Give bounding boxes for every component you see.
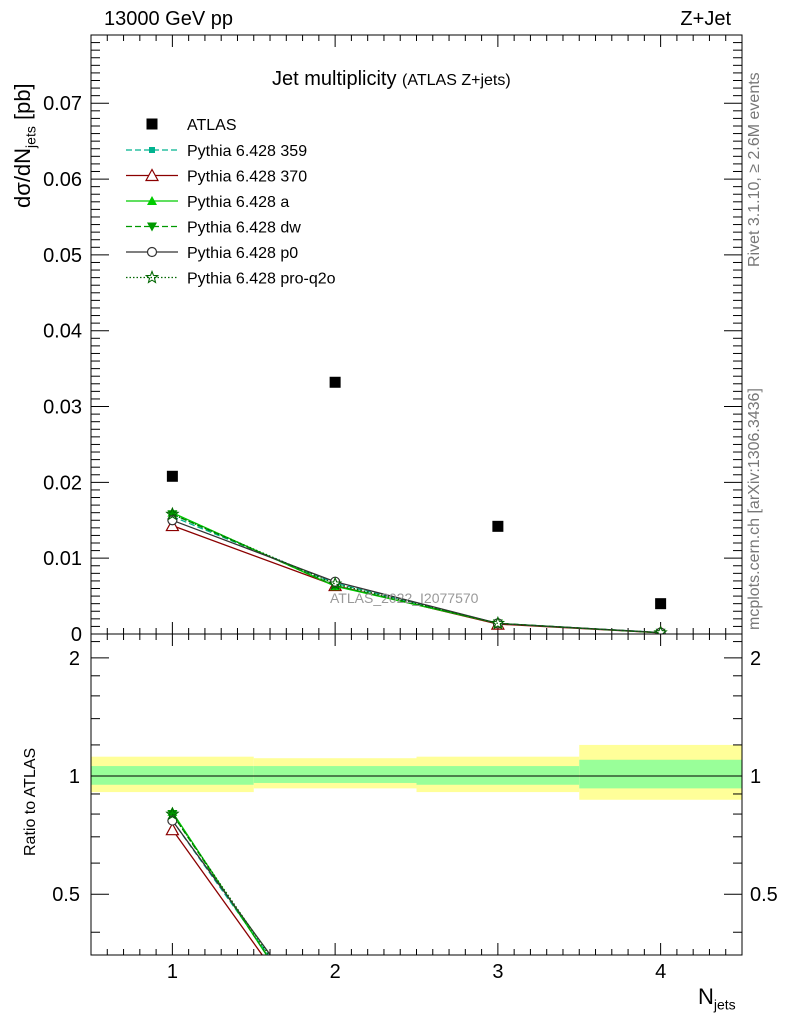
- legend-marker-4: [146, 246, 158, 258]
- atlas-data-point: [655, 598, 667, 610]
- y-axis-label-ratio: Ratio to ATLAS: [22, 747, 39, 856]
- y-tick-label: 0.04: [43, 321, 82, 343]
- series-marker-5: [490, 615, 506, 630]
- ratio-marker-5: [165, 806, 180, 821]
- atlas-data-point: [166, 470, 178, 482]
- ratio-line-2: [171, 811, 268, 955]
- legend: ATLAS Pythia 6.428 359 Pythia 6.428 370 Pyt…: [126, 117, 336, 288]
- legend-label-4: Pythia 6.428 p0: [187, 245, 298, 262]
- header-right: Z+Jet: [680, 8, 731, 30]
- rivet-version-symbol: ≥: [746, 163, 763, 173]
- atlas-data-points: [166, 376, 667, 610]
- series-line-1: [172, 524, 661, 634]
- ratio-tick-label-left: 2: [69, 648, 80, 670]
- y-tick-label: 0.01: [43, 548, 82, 570]
- y-axis-label-main-unit: [pb]: [10, 83, 35, 127]
- x-axis-label-subscript: jets: [713, 996, 736, 1013]
- ratio-tick-label-right: 0.5: [750, 884, 778, 906]
- y-tick-label: 0.07: [43, 93, 82, 115]
- legend-marker-5: [144, 269, 160, 284]
- y-axis-label-main-text: dσ/dN: [10, 147, 35, 208]
- y-tick-label: 0.05: [43, 245, 82, 267]
- inner-uncertainty-band: [91, 766, 254, 785]
- x-tick-label: 3: [492, 961, 503, 983]
- legend-label-0: Pythia 6.428 359: [187, 143, 307, 160]
- ratio-tick-label-right: 1: [750, 766, 761, 788]
- inner-uncertainty-band: [253, 766, 417, 783]
- series-line-4: [172, 519, 661, 634]
- series-line-2: [172, 512, 661, 634]
- y-tick-label: 0.03: [43, 397, 82, 419]
- ratio-tick-label-left: 0.5: [52, 884, 80, 906]
- x-axis-label: Njets: [698, 984, 736, 1012]
- rivet-version-text: Rivet 3.1.10,: [746, 172, 763, 267]
- mcplots-site-label: mcplots.cern.ch [arXiv:1306.3436]: [746, 388, 763, 630]
- ratio-series-lines: [165, 806, 272, 955]
- legend-marker-1: [144, 168, 160, 182]
- series-marker-5: [327, 576, 343, 591]
- series-line-3: [172, 513, 661, 634]
- plot-title: Jet multiplicity (ATLAS Z+jets): [272, 68, 511, 91]
- axis-ticks: 1 2 3 4 0 0.01 0.02 0.03 0.04 0.05 0.06 0.07 0.5 0.5 1…: [43, 35, 778, 983]
- y-tick-label: 0: [71, 624, 82, 646]
- inner-uncertainty-band: [579, 759, 742, 789]
- rivet-events-text: 2.6M events: [746, 72, 763, 164]
- legend-marker-3: [147, 222, 157, 232]
- x-tick-label: 1: [167, 961, 178, 983]
- header-left: 13000 GeV pp: [104, 8, 233, 30]
- ratio-marker-1: [165, 822, 180, 836]
- legend-atlas-marker: [146, 118, 158, 130]
- series-line-0: [172, 515, 661, 634]
- atlas-data-point: [329, 376, 341, 388]
- ratio-line-4: [171, 820, 272, 955]
- rivet-version-label: Rivet 3.1.10, ≥ 2.6M events: [746, 72, 764, 267]
- legend-marker-2: [147, 196, 157, 205]
- plot-title-main: Jet multiplicity: [272, 68, 397, 90]
- ratio-line-3: [171, 813, 268, 955]
- x-axis-label-text: N: [698, 984, 714, 1009]
- y-axis-label-main-subscript: jets: [22, 126, 39, 148]
- y-tick-label: 0.02: [43, 472, 82, 494]
- plot-title-sub: (ATLAS Z+jets): [402, 72, 511, 89]
- y-axis-label-main: dσ/dNjets [pb]: [10, 83, 38, 208]
- series-marker-5: [165, 506, 180, 521]
- legend-label-2: Pythia 6.428 a: [187, 194, 289, 211]
- x-tick-label: 2: [330, 961, 341, 983]
- legend-label-5: Pythia 6.428 pro-q2o: [187, 271, 336, 288]
- x-tick-label: 4: [655, 961, 666, 983]
- inner-uncertainty-band: [416, 766, 580, 785]
- atlas-data-point: [492, 520, 504, 532]
- ratio-uncertainty-bands: [91, 744, 742, 800]
- y-tick-label: 0.06: [43, 169, 82, 191]
- legend-marker-0: [149, 147, 155, 153]
- ratio-tick-label-left: 1: [69, 766, 80, 788]
- legend-atlas-label: ATLAS: [187, 117, 237, 134]
- ratio-tick-label-right: 2: [750, 648, 761, 670]
- analysis-watermark: ATLAS_2022_I2077570: [330, 590, 479, 606]
- ratio-panel-frame: [90, 633, 743, 956]
- ratio-line-1: [171, 829, 264, 955]
- ratio-line-5: [171, 813, 270, 955]
- legend-label-1: Pythia 6.428 370: [187, 169, 307, 186]
- ratio-line-0: [171, 820, 270, 955]
- series-line-5: [172, 513, 661, 634]
- legend-label-3: Pythia 6.428 dw: [187, 220, 301, 237]
- mc-series-lines: [165, 506, 668, 634]
- series-marker-5: [653, 625, 668, 634]
